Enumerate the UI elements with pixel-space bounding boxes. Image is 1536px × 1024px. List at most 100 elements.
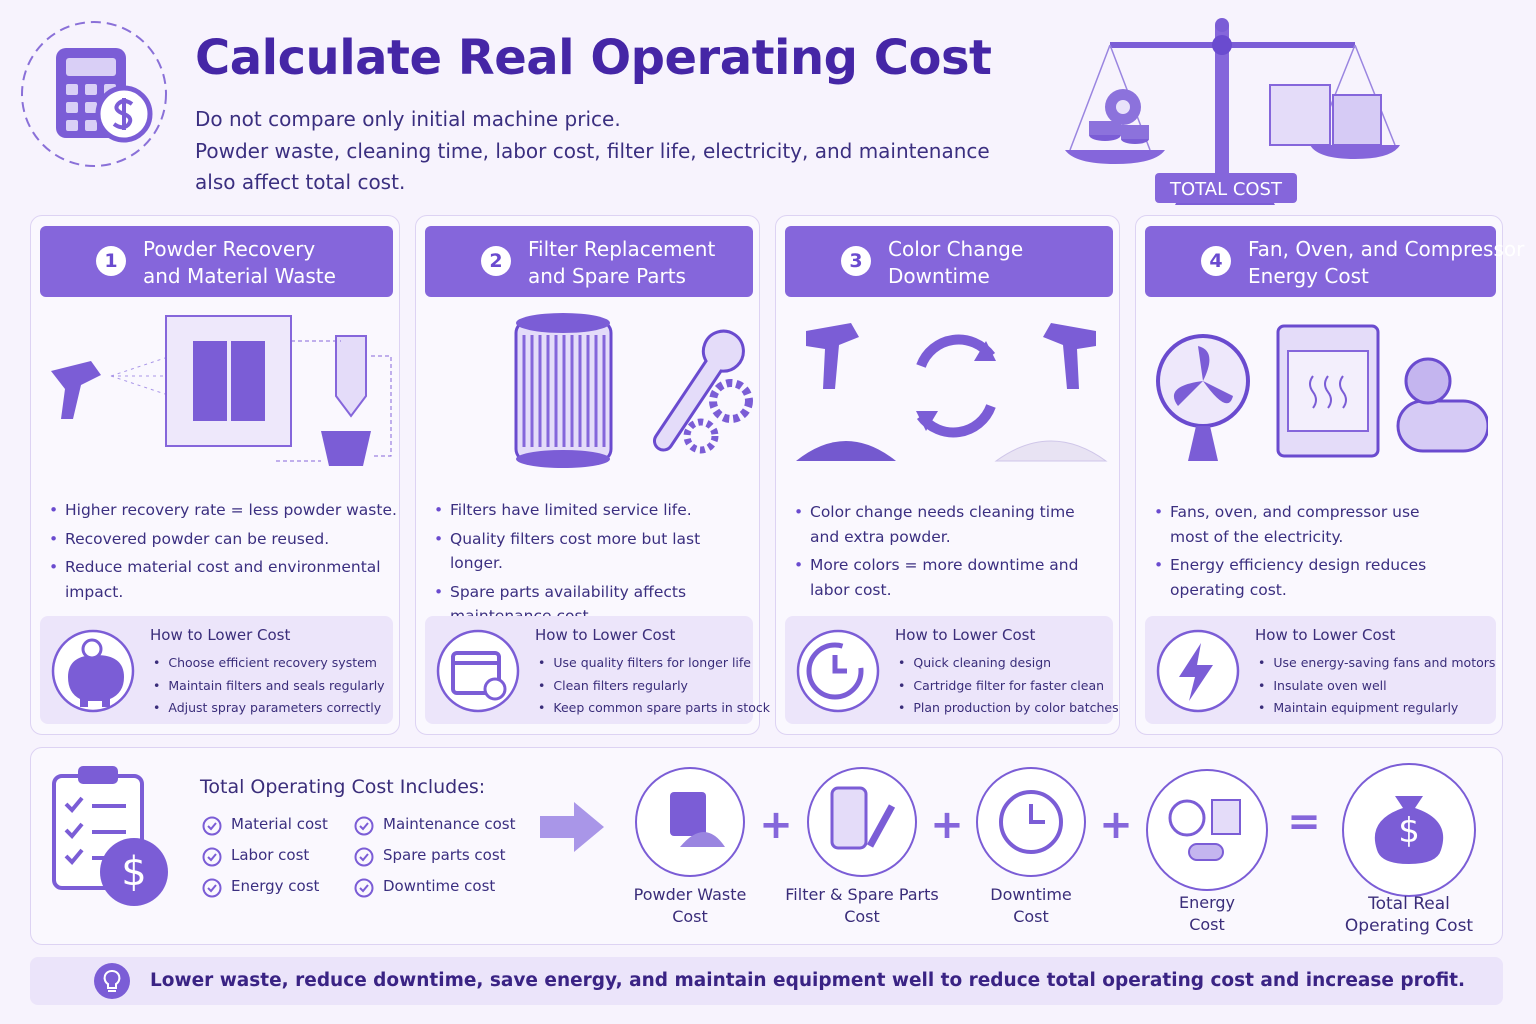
decor-svg — [354, 847, 374, 867]
decor-svg — [796, 629, 880, 713]
decor-circle — [1168, 799, 1206, 837]
decor-path — [653, 329, 745, 452]
summary-item: Labor cost — [231, 846, 310, 864]
bullet: Fans, oven, and compressor use most of t… — [1152, 500, 1462, 549]
bullet-list: Higher recovery rate = less powder waste… — [47, 498, 407, 608]
card-title: Filter Replacement and Spare Parts — [528, 236, 715, 290]
bullet-list: Filters have limited service life. Qualit… — [432, 498, 752, 633]
decor-path — [112, 98, 134, 130]
decor-svg — [1146, 769, 1268, 891]
decor-g — [806, 642, 864, 700]
decor-circle — [1215, 18, 1229, 32]
tip: Insulate oven well — [1255, 675, 1495, 698]
tips-box: How to Lower Cost Quick cleaning designCa… — [785, 616, 1119, 724]
tip: Clean filters regularly — [535, 675, 770, 698]
equation-label-line: Total Real — [1368, 894, 1450, 914]
equation-icon — [806, 766, 918, 882]
decor-path — [540, 802, 604, 852]
tip: Maintain filters and seals regularly — [150, 675, 384, 698]
tips-box: How to Lower Cost Choose efficient recove… — [40, 616, 393, 724]
decor-svg — [1156, 324, 1490, 461]
check-icon — [354, 878, 374, 902]
check-icon — [202, 816, 222, 840]
equation-label-line: Filter & Spare Parts — [785, 885, 939, 904]
decor-path — [359, 822, 369, 831]
summary-item: Material cost — [231, 815, 328, 833]
equation-label-line: Operating Cost — [1344, 916, 1474, 936]
tip: Plan production by color batches — [895, 697, 1118, 720]
operator: + — [1099, 802, 1133, 848]
decor-path — [1173, 346, 1233, 406]
card: 2 Filter Replacement and Spare Parts Filte… — [415, 215, 770, 735]
decor-circle — [354, 816, 374, 836]
bullet: Reduce material cost and environmental i… — [47, 555, 407, 604]
summary-item: Spare parts cost — [383, 846, 506, 864]
tips-title: How to Lower Cost — [150, 626, 291, 644]
tip: Quick cleaning design — [895, 652, 1119, 675]
decor-path — [1374, 796, 1444, 864]
footer-bar — [30, 957, 1503, 1005]
decor-path — [207, 853, 217, 862]
tips-title: How to Lower Cost — [535, 626, 676, 644]
decor-path — [359, 884, 369, 893]
operator: + — [930, 802, 964, 848]
decor-rect — [1121, 125, 1149, 139]
decor-ellipse — [516, 313, 610, 333]
decor-circle — [21, 21, 167, 167]
equation-label-line: Cost — [672, 907, 708, 926]
decor-g — [830, 786, 896, 850]
decor-path — [207, 822, 217, 831]
decor-path — [321, 431, 371, 466]
decor-circle — [709, 379, 753, 423]
decor-svg — [1156, 629, 1240, 713]
summary-item: Energy cost — [231, 877, 320, 895]
decor-rect — [66, 120, 78, 131]
decor-path — [916, 341, 996, 431]
decor-circle — [202, 878, 222, 898]
equation-label-line: Energy — [1178, 893, 1236, 912]
decor-g — [670, 792, 725, 847]
card-header: 3 Color Change Downtime — [785, 226, 1113, 297]
scale-label: TOTAL COST — [1169, 179, 1283, 200]
card-number: 2 — [481, 246, 511, 276]
decor-circle — [202, 847, 222, 867]
decor-rect — [85, 120, 97, 131]
decor-g — [999, 790, 1063, 854]
tips-list: Use quality filters for longer lifeClean… — [535, 652, 770, 720]
bullet: Color change needs cleaning time and ext… — [792, 500, 1092, 549]
card: 4 Fan, Oven, and Compressor Energy Cost Fa… — [1135, 215, 1524, 735]
decor-path — [680, 832, 725, 847]
decor-g — [68, 638, 124, 707]
card-header: 2 Filter Replacement and Spare Parts — [425, 226, 753, 297]
decor-rect — [165, 315, 292, 447]
tip: Cartridge filter for faster clean — [895, 675, 1119, 698]
footer-text: Lower waste, reduce downtime, save energ… — [150, 970, 1466, 991]
decor-svg — [51, 315, 392, 466]
decor-g — [451, 651, 507, 701]
decor-circle — [202, 816, 222, 836]
bullet: More colors = more downtime and labor co… — [792, 553, 1092, 602]
decor-path — [796, 441, 896, 461]
intro-line: Do not compare only initial machine pric… — [195, 107, 621, 131]
decor-text: $ — [121, 849, 146, 895]
decor-svg: $ — [1342, 763, 1476, 897]
tip: Keep common spare parts in stock — [535, 697, 770, 720]
summary-title: Total Operating Cost Includes: — [200, 776, 486, 798]
decor-circle — [1212, 35, 1232, 55]
card-title-line: and Material Waste — [143, 264, 336, 288]
tips-icon — [1153, 626, 1243, 720]
decor-rect — [66, 102, 78, 113]
decor-path — [832, 655, 847, 674]
decor-svg — [51, 629, 135, 713]
decor-circle — [354, 878, 374, 898]
decor-rect — [1155, 173, 1297, 203]
decor-g — [1179, 643, 1213, 701]
equation-label-line: Powder Waste — [633, 885, 747, 904]
decor-rect — [830, 786, 868, 850]
summary-item: Downtime cost — [383, 877, 496, 895]
summary-item: Maintenance cost — [383, 815, 516, 833]
card-number: 3 — [841, 246, 871, 276]
card-number: 4 — [1201, 246, 1231, 276]
decor-path — [103, 970, 121, 992]
